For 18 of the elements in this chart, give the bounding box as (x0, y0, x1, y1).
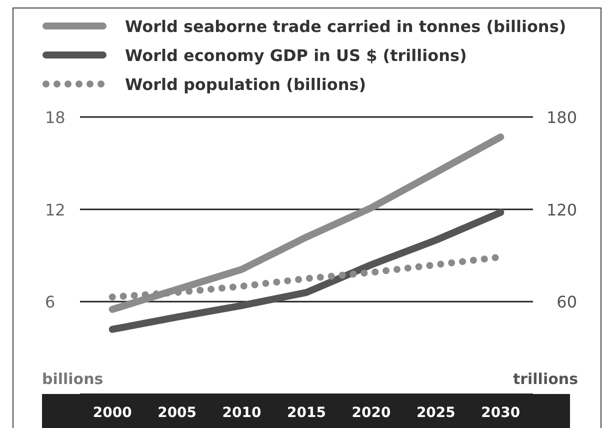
y-tick-label: 18 (45, 108, 66, 127)
x-tick-label: 2000 (92, 405, 132, 421)
x-tick-label: 2020 (352, 405, 391, 421)
x-tick-label: 2030 (481, 405, 520, 421)
legend-label: World economy GDP in US $ (trillions) (125, 46, 467, 65)
x-tick-label: 2005 (158, 405, 197, 421)
x-tick-label: 2010 (222, 405, 262, 421)
y2-axis-title: trillions (512, 370, 578, 388)
y2-tick-label: 120 (546, 200, 577, 220)
y-tick-label: 12 (45, 200, 66, 220)
y-tick-label: 6 (45, 292, 56, 312)
y-axis-title: billions (42, 370, 104, 388)
legend-label: World seaborne trade carried in tonnes (billions) (125, 17, 566, 36)
x-tick-label: 2025 (416, 405, 456, 421)
legend-label: World population (billions) (125, 75, 366, 94)
y2-tick-label: 180 (546, 108, 577, 127)
y2-tick-label: 60 (556, 292, 577, 312)
x-tick-label: 2015 (287, 405, 326, 421)
